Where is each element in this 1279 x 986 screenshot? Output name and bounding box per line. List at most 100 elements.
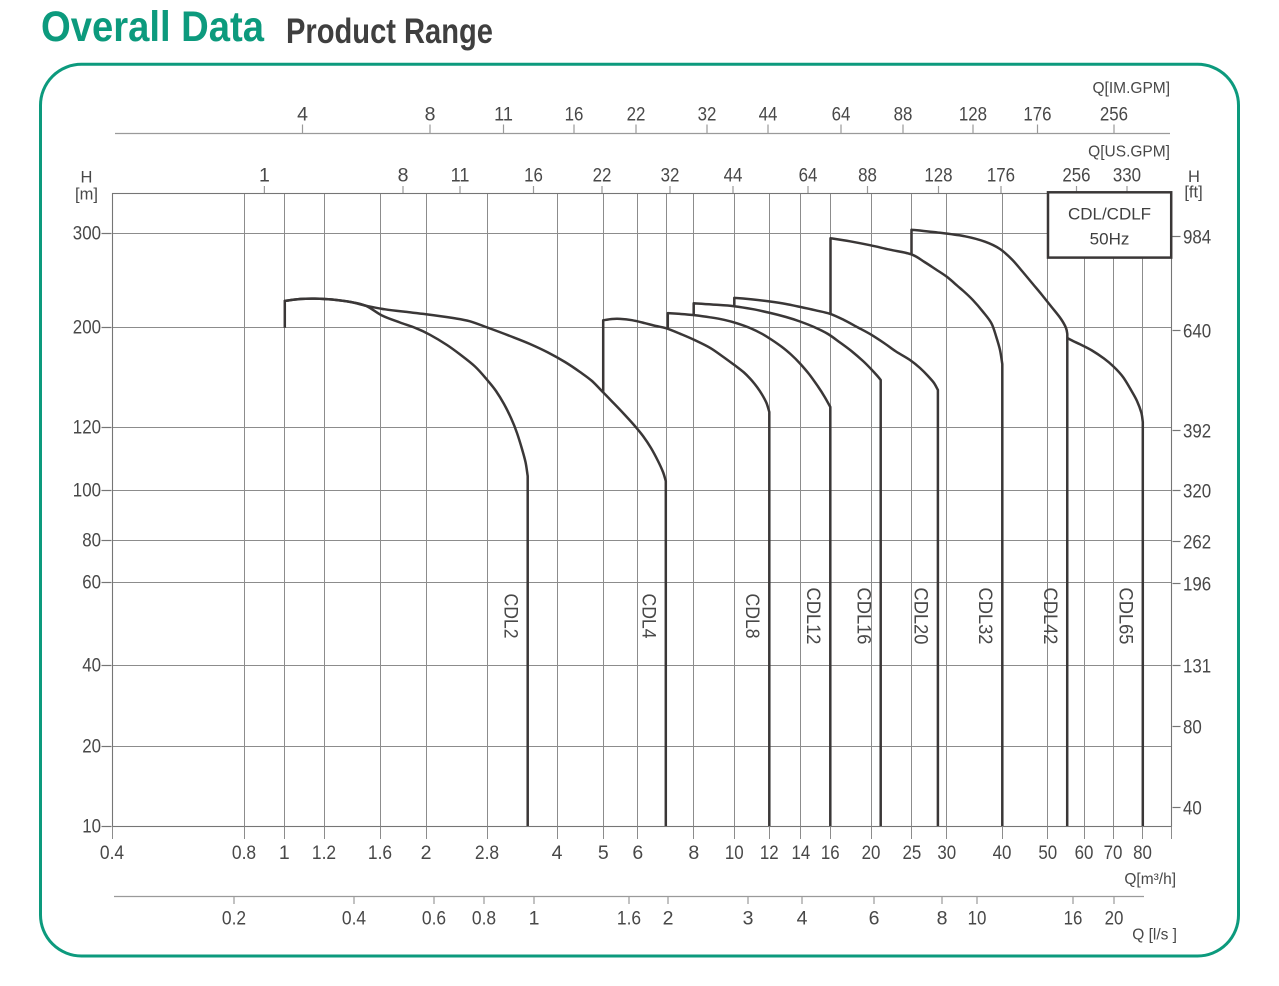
svg-text:984: 984 <box>1183 227 1211 249</box>
svg-text:196: 196 <box>1183 574 1211 596</box>
svg-text:120: 120 <box>73 417 101 439</box>
svg-text:16: 16 <box>1064 908 1083 930</box>
svg-text:22: 22 <box>627 104 646 126</box>
svg-text:128: 128 <box>924 165 952 187</box>
svg-text:60: 60 <box>1075 842 1094 864</box>
svg-text:22: 22 <box>593 165 612 187</box>
svg-text:Q [l/s ]: Q [l/s ] <box>1132 927 1177 944</box>
svg-text:Q[IM.GPM]: Q[IM.GPM] <box>1093 80 1171 97</box>
svg-text:44: 44 <box>759 104 778 126</box>
svg-text:CDL32: CDL32 <box>974 588 995 645</box>
svg-text:10: 10 <box>82 816 101 838</box>
svg-text:[ft]: [ft] <box>1184 184 1202 202</box>
svg-text:CDL12: CDL12 <box>802 588 823 645</box>
svg-text:2: 2 <box>421 842 432 864</box>
svg-text:CDL/CDLF: CDL/CDLF <box>1068 205 1151 224</box>
svg-text:300: 300 <box>73 223 101 245</box>
svg-text:0.8: 0.8 <box>232 842 256 864</box>
svg-text:H: H <box>81 169 93 187</box>
svg-text:16: 16 <box>821 842 840 864</box>
svg-text:88: 88 <box>894 104 913 126</box>
svg-text:6: 6 <box>869 908 880 930</box>
svg-text:20: 20 <box>862 842 881 864</box>
svg-text:11: 11 <box>494 104 513 126</box>
svg-text:128: 128 <box>959 104 987 126</box>
svg-text:4: 4 <box>797 908 808 930</box>
svg-text:0.4: 0.4 <box>342 908 366 930</box>
svg-text:64: 64 <box>832 104 851 126</box>
svg-text:8: 8 <box>398 165 409 187</box>
svg-text:H: H <box>1188 168 1200 186</box>
svg-text:[m]: [m] <box>75 186 98 204</box>
svg-text:CDL8: CDL8 <box>741 594 762 639</box>
svg-text:88: 88 <box>858 165 877 187</box>
svg-text:12: 12 <box>760 842 779 864</box>
svg-text:1: 1 <box>259 165 270 187</box>
svg-text:80: 80 <box>1133 842 1152 864</box>
svg-text:256: 256 <box>1062 165 1090 187</box>
svg-text:320: 320 <box>1183 481 1211 503</box>
svg-text:CDL20: CDL20 <box>910 588 931 645</box>
svg-text:64: 64 <box>799 165 818 187</box>
svg-text:80: 80 <box>1183 717 1202 739</box>
svg-text:16: 16 <box>565 104 584 126</box>
svg-text:0.4: 0.4 <box>100 842 124 864</box>
svg-text:Product Range: Product Range <box>286 12 493 51</box>
svg-text:40: 40 <box>1183 798 1202 820</box>
svg-text:176: 176 <box>987 165 1015 187</box>
svg-text:14: 14 <box>792 842 811 864</box>
svg-text:70: 70 <box>1104 842 1123 864</box>
svg-text:50Hz: 50Hz <box>1090 230 1130 249</box>
svg-text:8: 8 <box>688 842 699 864</box>
svg-text:0.2: 0.2 <box>222 908 246 930</box>
svg-text:20: 20 <box>82 736 101 758</box>
svg-text:1.6: 1.6 <box>368 842 392 864</box>
svg-text:1.2: 1.2 <box>312 842 336 864</box>
svg-text:11: 11 <box>451 165 470 187</box>
svg-text:100: 100 <box>73 480 101 502</box>
svg-text:3: 3 <box>743 908 754 930</box>
svg-text:16: 16 <box>524 165 543 187</box>
svg-text:0.8: 0.8 <box>472 908 496 930</box>
svg-text:CDL4: CDL4 <box>638 594 659 639</box>
svg-text:2: 2 <box>663 908 674 930</box>
svg-text:80: 80 <box>82 530 101 552</box>
svg-text:1: 1 <box>279 842 290 864</box>
svg-text:200: 200 <box>73 317 101 339</box>
svg-text:CDL16: CDL16 <box>853 588 874 645</box>
svg-text:8: 8 <box>425 104 436 126</box>
svg-text:131: 131 <box>1183 656 1211 678</box>
svg-text:0.6: 0.6 <box>422 908 446 930</box>
svg-text:44: 44 <box>724 165 743 187</box>
svg-text:8: 8 <box>937 908 948 930</box>
svg-text:1.6: 1.6 <box>617 908 641 930</box>
svg-text:CDL65: CDL65 <box>1115 588 1136 645</box>
svg-text:40: 40 <box>993 842 1012 864</box>
svg-text:20: 20 <box>1105 908 1124 930</box>
svg-text:Overall Data: Overall Data <box>41 3 265 51</box>
svg-text:32: 32 <box>661 165 680 187</box>
svg-text:10: 10 <box>968 908 987 930</box>
svg-text:176: 176 <box>1023 104 1051 126</box>
svg-text:25: 25 <box>903 842 922 864</box>
svg-text:1: 1 <box>529 908 540 930</box>
svg-text:4: 4 <box>552 842 563 864</box>
svg-text:60: 60 <box>82 572 101 594</box>
svg-text:CDL42: CDL42 <box>1039 588 1060 645</box>
svg-text:30: 30 <box>937 842 956 864</box>
svg-text:5: 5 <box>598 842 609 864</box>
svg-text:10: 10 <box>725 842 744 864</box>
svg-text:40: 40 <box>82 655 101 677</box>
svg-text:CDL2: CDL2 <box>500 594 521 639</box>
svg-text:50: 50 <box>1038 842 1057 864</box>
svg-text:Q[m³/h]: Q[m³/h] <box>1124 871 1176 888</box>
svg-text:2.8: 2.8 <box>475 842 499 864</box>
svg-text:6: 6 <box>632 842 643 864</box>
svg-text:262: 262 <box>1183 532 1211 554</box>
svg-text:4: 4 <box>297 104 308 126</box>
svg-text:Q[US.GPM]: Q[US.GPM] <box>1088 144 1170 161</box>
svg-text:256: 256 <box>1100 104 1128 126</box>
svg-text:392: 392 <box>1183 421 1211 443</box>
svg-text:32: 32 <box>698 104 717 126</box>
svg-text:330: 330 <box>1113 165 1141 187</box>
